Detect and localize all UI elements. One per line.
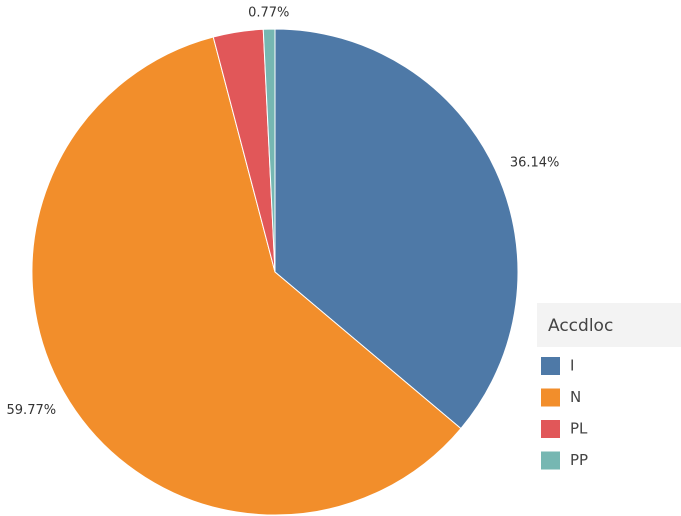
legend-label: N — [570, 388, 581, 406]
data-label: 36.14% — [510, 155, 560, 170]
pie-slice — [31, 36, 462, 516]
legend-header — [537, 303, 681, 347]
legend-label: PL — [570, 420, 588, 438]
pie-slice — [274, 28, 519, 430]
legend-label: PP — [570, 451, 588, 469]
data-label: 59.77% — [7, 403, 57, 418]
pie-slice — [262, 28, 276, 273]
legend-title: Accdloc — [548, 316, 613, 336]
legend-label: I — [570, 357, 574, 375]
data-label: 0.77% — [248, 6, 289, 21]
legend-swatch — [541, 451, 560, 470]
legend-swatch — [541, 388, 560, 407]
legend-swatch — [541, 357, 560, 375]
legend-swatch — [541, 420, 560, 438]
